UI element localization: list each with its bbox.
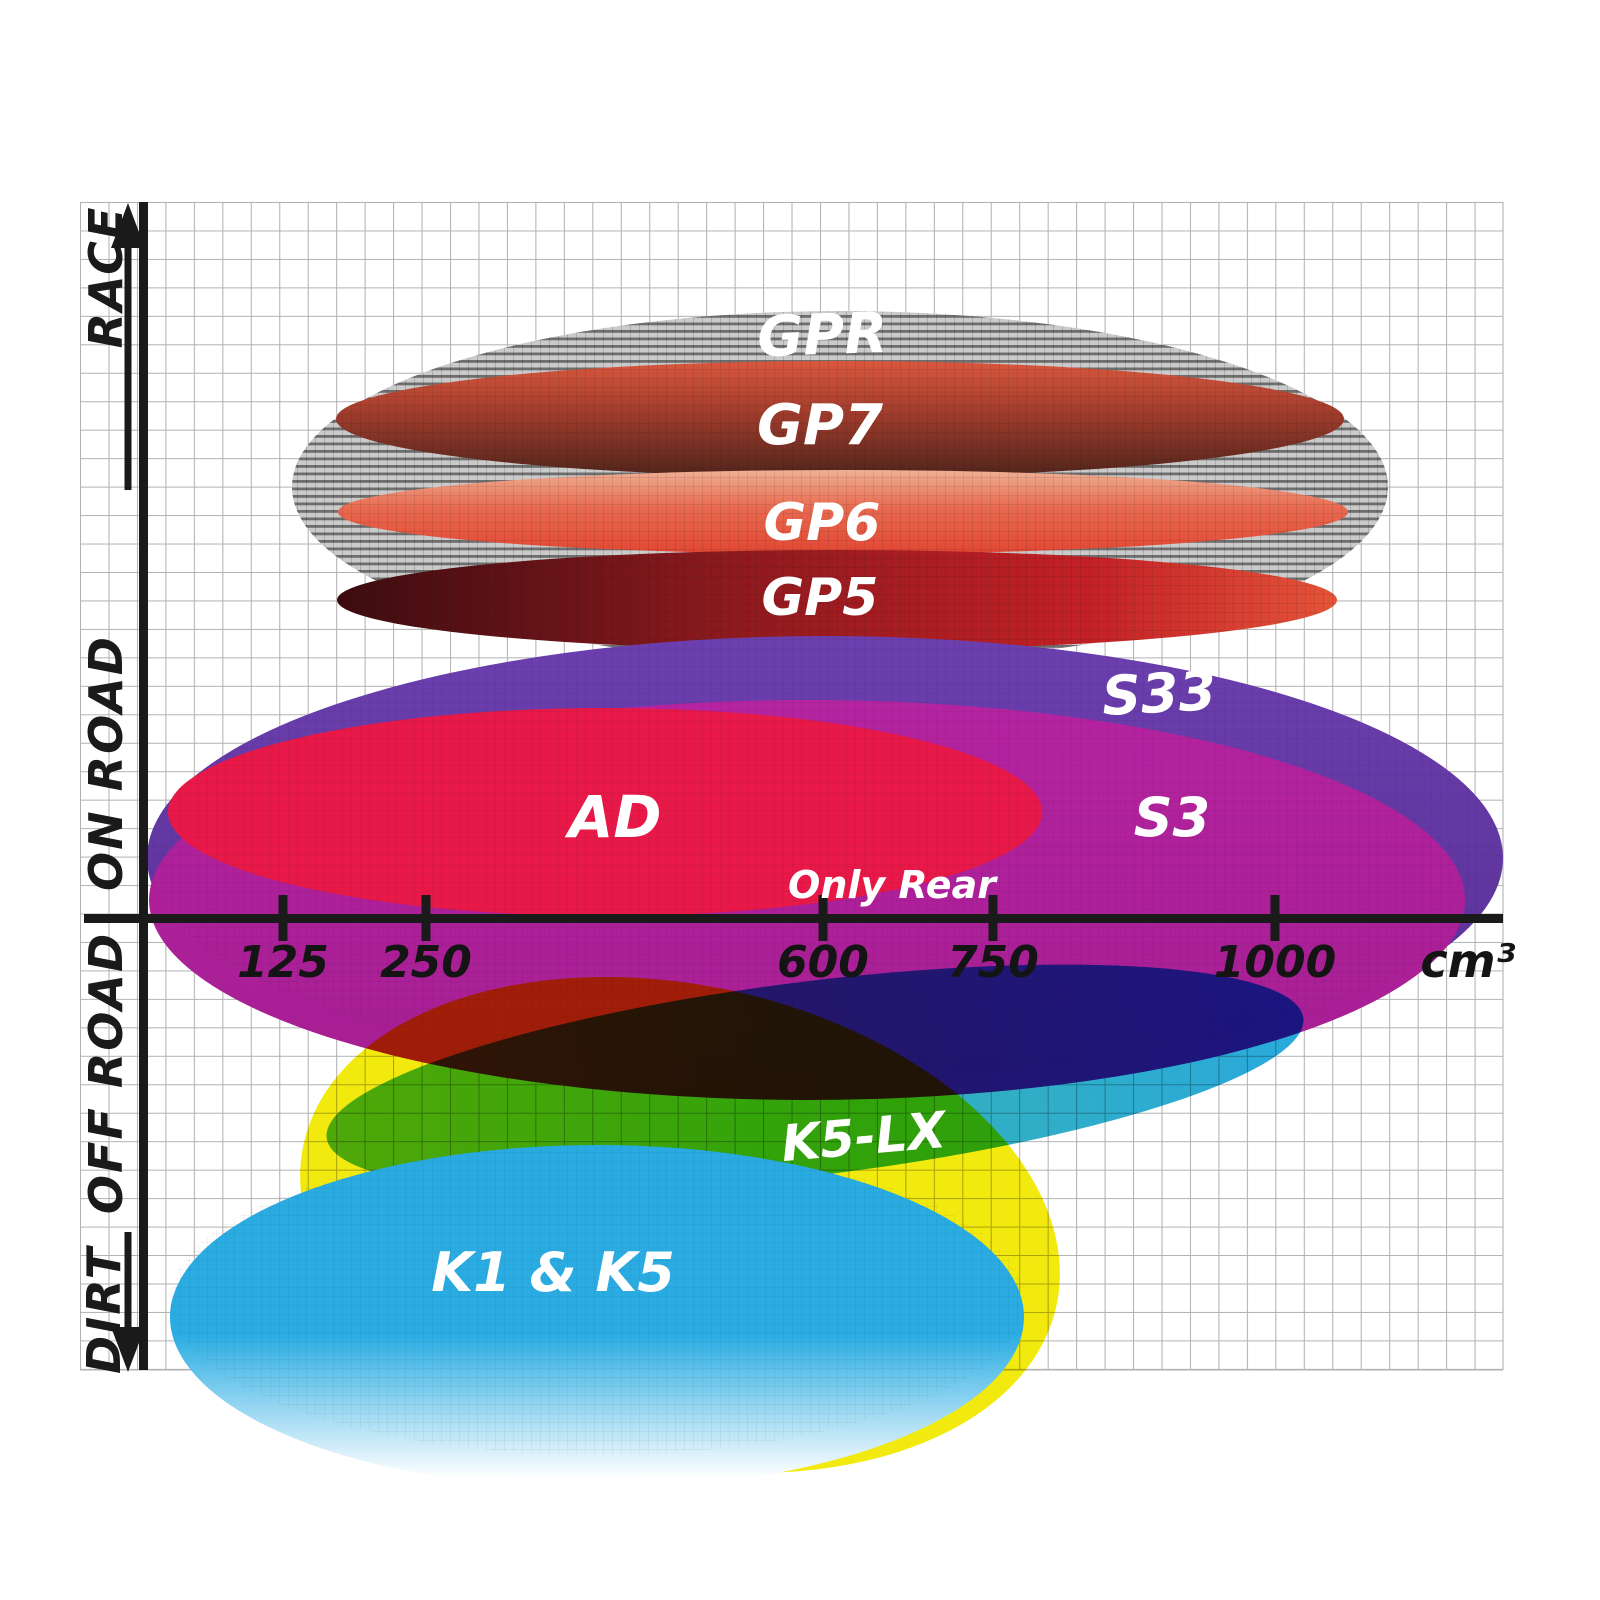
annotation-only-rear: Only Rear — [788, 863, 998, 907]
offroad-compound-group — [170, 964, 1304, 1489]
x-tick-labels: 125 250 600 750 1000 cm³ — [237, 934, 1516, 988]
race-compound-group — [292, 311, 1388, 663]
x-tick-600 — [818, 895, 828, 941]
x-tick-750 — [988, 895, 998, 941]
label-gp6: GP6 — [764, 493, 881, 553]
zone-label-on-road: ON ROAD — [79, 635, 133, 891]
label-s33: S33 — [1100, 659, 1217, 728]
x-axis-unit-label: cm³ — [1420, 934, 1515, 988]
zone-label-dirt: DIRT — [77, 1244, 131, 1374]
dirt-arrow-down-icon — [111, 1327, 145, 1372]
y-axis-line — [139, 202, 148, 1370]
region-labels: GPR GP7 GP6 GP5 S33 S3 AD Only Rear K5-L… — [431, 301, 1217, 1304]
region-gp5-texture — [337, 550, 1337, 650]
label-gp7: GP7 — [757, 393, 883, 458]
race-arrow-up-icon — [111, 203, 145, 248]
label-gp5: GP5 — [762, 568, 879, 628]
tick-label-250: 250 — [380, 937, 472, 988]
tick-label-1000: 1000 — [1214, 937, 1336, 988]
tick-label-600: 600 — [777, 937, 869, 988]
x-tick-250 — [421, 895, 431, 941]
label-s3: S3 — [1134, 786, 1210, 849]
label-k1k5: K1 & K5 — [431, 1241, 675, 1304]
label-ad: AD — [564, 783, 661, 851]
zone-label-race: RACE — [79, 206, 133, 349]
region-gp6-texture — [338, 470, 1348, 554]
label-gpr: GPR — [756, 301, 888, 371]
region-k5lx — [326, 964, 1304, 1192]
x-axis-line — [84, 914, 1503, 923]
region-gp7-texture — [336, 361, 1344, 477]
axes — [84, 202, 1503, 1372]
x-tick-125 — [278, 895, 288, 941]
y-zone-labels: RACE ON ROAD OFF ROAD DIRT — [77, 206, 133, 1374]
tick-label-125: 125 — [237, 937, 329, 988]
x-tick-1000 — [1270, 895, 1280, 941]
zone-label-off-road: OFF ROAD — [79, 932, 133, 1214]
tick-label-750: 750 — [947, 937, 1039, 988]
region-k1k5-texture — [170, 1145, 1024, 1455]
